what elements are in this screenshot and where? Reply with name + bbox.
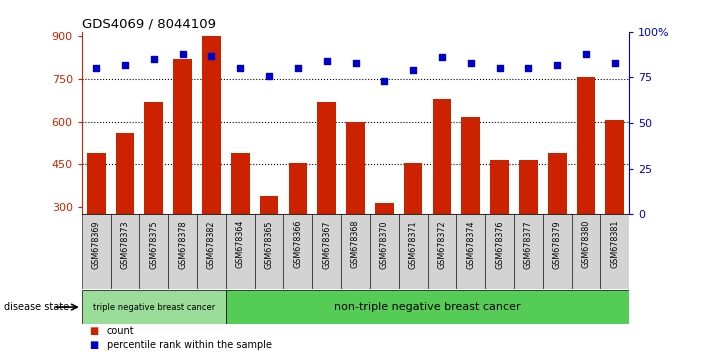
Text: GSM678378: GSM678378 <box>178 220 187 269</box>
Bar <box>116 133 134 292</box>
Point <box>552 62 563 68</box>
Text: GSM678364: GSM678364 <box>236 220 245 268</box>
Bar <box>432 99 451 292</box>
Point <box>292 65 304 71</box>
Point <box>177 51 188 57</box>
Bar <box>202 36 221 292</box>
Text: GSM678381: GSM678381 <box>610 220 619 268</box>
FancyBboxPatch shape <box>514 214 542 289</box>
Text: GSM678380: GSM678380 <box>582 220 591 268</box>
Text: disease state: disease state <box>4 302 69 312</box>
Bar <box>577 78 595 292</box>
Bar <box>606 120 624 292</box>
FancyBboxPatch shape <box>572 214 600 289</box>
Point <box>235 65 246 71</box>
Text: GSM678375: GSM678375 <box>149 220 159 269</box>
Text: non-triple negative breast cancer: non-triple negative breast cancer <box>334 302 521 312</box>
Text: GSM678371: GSM678371 <box>409 220 417 269</box>
FancyBboxPatch shape <box>312 214 341 289</box>
Bar <box>173 59 192 292</box>
Bar <box>317 102 336 292</box>
Text: GSM678367: GSM678367 <box>322 220 331 269</box>
Bar <box>346 121 365 292</box>
Bar <box>404 163 422 292</box>
FancyBboxPatch shape <box>139 214 169 289</box>
Bar <box>548 153 567 292</box>
Bar <box>231 153 250 292</box>
Bar <box>461 117 480 292</box>
FancyBboxPatch shape <box>427 214 456 289</box>
Text: GSM678382: GSM678382 <box>207 220 216 269</box>
FancyBboxPatch shape <box>284 214 312 289</box>
Point <box>321 58 332 64</box>
Point <box>407 67 419 73</box>
Bar <box>87 153 105 292</box>
FancyBboxPatch shape <box>82 290 226 324</box>
Text: GSM678366: GSM678366 <box>294 220 302 268</box>
FancyBboxPatch shape <box>600 214 629 289</box>
Text: GSM678374: GSM678374 <box>466 220 475 269</box>
Bar <box>519 160 538 292</box>
Bar <box>375 203 394 292</box>
Point <box>437 55 448 60</box>
FancyBboxPatch shape <box>197 214 226 289</box>
Point <box>523 65 534 71</box>
Text: GSM678368: GSM678368 <box>351 220 360 268</box>
FancyBboxPatch shape <box>226 214 255 289</box>
Text: GSM678377: GSM678377 <box>524 220 533 269</box>
Point <box>90 65 102 71</box>
Text: GSM678365: GSM678365 <box>264 220 274 269</box>
Bar <box>490 160 509 292</box>
FancyBboxPatch shape <box>226 290 629 324</box>
FancyBboxPatch shape <box>169 214 197 289</box>
Text: GSM678369: GSM678369 <box>92 220 101 269</box>
Text: GSM678370: GSM678370 <box>380 220 389 269</box>
FancyBboxPatch shape <box>111 214 139 289</box>
Point <box>350 60 361 66</box>
FancyBboxPatch shape <box>485 214 514 289</box>
FancyBboxPatch shape <box>456 214 485 289</box>
Bar <box>260 196 279 292</box>
Text: GSM678373: GSM678373 <box>120 220 129 269</box>
FancyBboxPatch shape <box>255 214 284 289</box>
Text: count: count <box>107 326 134 336</box>
Point <box>263 73 274 79</box>
Point <box>119 62 131 68</box>
Point <box>148 56 159 62</box>
FancyBboxPatch shape <box>82 214 111 289</box>
Point <box>465 60 476 66</box>
FancyBboxPatch shape <box>542 214 572 289</box>
FancyBboxPatch shape <box>341 214 370 289</box>
Bar <box>144 102 163 292</box>
Point <box>494 65 506 71</box>
FancyBboxPatch shape <box>370 214 399 289</box>
Text: ■: ■ <box>89 326 98 336</box>
Point <box>609 60 621 66</box>
Text: percentile rank within the sample: percentile rank within the sample <box>107 340 272 350</box>
Point <box>205 53 217 58</box>
Point <box>379 78 390 84</box>
Text: triple negative breast cancer: triple negative breast cancer <box>92 303 215 312</box>
Text: GDS4069 / 8044109: GDS4069 / 8044109 <box>82 18 215 31</box>
Text: GSM678379: GSM678379 <box>552 220 562 269</box>
Point <box>580 51 592 57</box>
Text: GSM678372: GSM678372 <box>437 220 447 269</box>
Text: GSM678376: GSM678376 <box>495 220 504 269</box>
Bar <box>289 163 307 292</box>
FancyBboxPatch shape <box>399 214 427 289</box>
Text: ■: ■ <box>89 340 98 350</box>
